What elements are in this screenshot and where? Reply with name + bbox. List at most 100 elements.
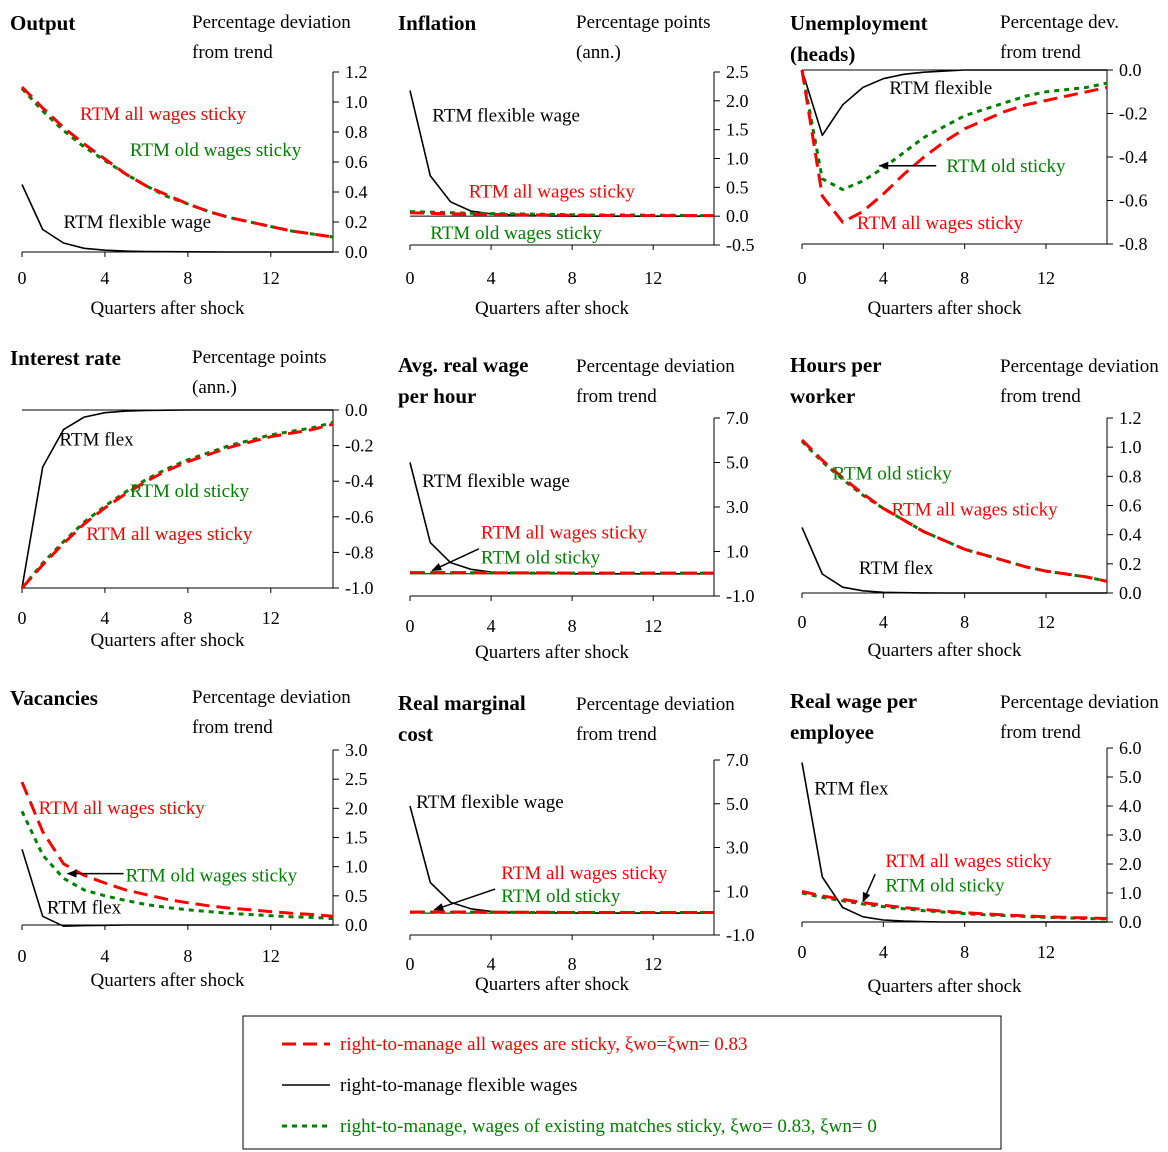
series-line-all bbox=[801, 890, 1108, 920]
x-tick-label: 4 bbox=[487, 954, 496, 974]
x-tick-label: 0 bbox=[798, 942, 807, 962]
annotation-flex: RTM flexible wage bbox=[416, 792, 564, 813]
panel-unit: Percentage deviation bbox=[1000, 692, 1159, 713]
x-tick-label: 4 bbox=[100, 946, 109, 966]
annotation-old: RTM old sticky bbox=[946, 156, 1066, 177]
x-tick-label: 4 bbox=[879, 268, 888, 288]
y-tick-label: 1.0 bbox=[726, 149, 749, 169]
x-tick-label: 0 bbox=[18, 268, 27, 288]
panel-title: Interest rate bbox=[10, 346, 121, 370]
panel-unit: Percentage deviation bbox=[192, 12, 351, 33]
panel-unit: Percentage points bbox=[576, 12, 711, 33]
y-tick-label: 0.6 bbox=[345, 152, 368, 172]
y-tick-label: 6.0 bbox=[1119, 738, 1142, 758]
panel-unit: from trend bbox=[1000, 386, 1081, 407]
x-axis-label: Quarters after shock bbox=[475, 298, 630, 319]
series-line-all bbox=[20, 422, 334, 590]
x-tick-label: 8 bbox=[960, 268, 969, 288]
y-tick-label: 5.0 bbox=[726, 453, 749, 473]
panel-title: Real wage per bbox=[790, 689, 917, 713]
y-tick-label: 4.0 bbox=[1119, 796, 1142, 816]
y-tick-label: 0.8 bbox=[1119, 466, 1142, 486]
x-tick-label: 4 bbox=[100, 268, 109, 288]
panel-2: Unemployment (heads) Percentage dev. from t… bbox=[790, 11, 1148, 319]
panel-title: cost bbox=[398, 722, 433, 746]
panel-title: worker bbox=[790, 384, 855, 408]
x-tick-label: 8 bbox=[960, 612, 969, 632]
panel-4: Avg. real wage per hour Percentage deviati… bbox=[398, 353, 755, 663]
annotation-flex: RTM flex bbox=[814, 778, 889, 799]
x-tick-label: 8 bbox=[568, 954, 577, 974]
panel-title: employee bbox=[790, 720, 874, 744]
panel-unit: from trend bbox=[192, 717, 273, 738]
panel-title: (heads) bbox=[790, 42, 855, 66]
y-tick-label: 7.0 bbox=[726, 408, 749, 428]
series-line-all bbox=[800, 69, 1108, 224]
y-tick-label: 1.0 bbox=[345, 92, 368, 112]
annotation-arrow bbox=[862, 873, 876, 903]
panel-unit: Percentage deviation bbox=[576, 694, 735, 715]
legend-label-flex: right-to-manage flexible wages bbox=[340, 1075, 577, 1096]
x-tick-label: 8 bbox=[183, 946, 192, 966]
y-tick-label: 1.0 bbox=[726, 542, 749, 562]
series-line-flex bbox=[801, 527, 1107, 594]
x-tick-label: 12 bbox=[262, 946, 280, 966]
y-tick-label: 0.0 bbox=[345, 400, 368, 420]
y-tick-label: -0.4 bbox=[345, 471, 374, 491]
annotation-all: RTM all wages sticky bbox=[857, 213, 1024, 234]
panel-unit: (ann.) bbox=[576, 42, 621, 63]
x-axis-label: Quarters after shock bbox=[90, 970, 245, 991]
annotation-flex: RTM flex bbox=[859, 558, 934, 579]
annotation-old: RTM old sticky bbox=[130, 481, 250, 502]
x-tick-label: 8 bbox=[568, 268, 577, 288]
series-line-all bbox=[409, 211, 714, 218]
x-axis-label: Quarters after shock bbox=[475, 974, 630, 995]
series-line-flex bbox=[21, 848, 333, 928]
y-tick-label: 2.0 bbox=[345, 798, 368, 818]
y-tick-label: 3.0 bbox=[726, 838, 749, 858]
x-axis-label: Quarters after shock bbox=[867, 640, 1022, 661]
x-axis-label: Quarters after shock bbox=[475, 642, 630, 663]
annotation-old: RTM old sticky bbox=[481, 548, 601, 569]
annotation-all: RTM all wages sticky bbox=[39, 798, 206, 819]
y-tick-label: 0.0 bbox=[726, 206, 749, 226]
panel-1: Inflation Percentage points (ann.) 0 4 8 12 -0.… bbox=[398, 11, 755, 319]
series-line-all bbox=[20, 85, 334, 239]
x-tick-label: 0 bbox=[18, 608, 27, 628]
x-tick-label: 4 bbox=[879, 612, 888, 632]
annotation-all: RTM all wages sticky bbox=[86, 524, 253, 545]
y-tick-label: 1.2 bbox=[345, 62, 368, 82]
panel-title: Avg. real wage bbox=[398, 353, 528, 377]
x-tick-label: 12 bbox=[262, 608, 280, 628]
panel-8: Real wage per employee Percentage deviatio… bbox=[790, 689, 1159, 997]
annotation-all: RTM all wages sticky bbox=[891, 500, 1058, 521]
x-tick-label: 4 bbox=[100, 608, 109, 628]
annotation-old: RTM old sticky bbox=[501, 886, 621, 907]
panel-3: Interest rate Percentage points (ann.) 0 4 8 1… bbox=[10, 346, 374, 651]
annotation-all: RTM all wages sticky bbox=[80, 104, 247, 125]
panel-5: Hours per worker Percentage deviation from … bbox=[790, 353, 1159, 661]
series-line-all bbox=[410, 571, 714, 575]
annotation-all: RTM all wages sticky bbox=[885, 851, 1052, 872]
annotation-all: RTM all wages sticky bbox=[469, 182, 636, 203]
y-tick-label: -1.0 bbox=[726, 586, 755, 606]
x-tick-label: 8 bbox=[568, 616, 577, 636]
x-tick-label: 8 bbox=[183, 608, 192, 628]
panel-title: Unemployment bbox=[790, 11, 928, 35]
y-tick-label: -0.4 bbox=[1119, 147, 1148, 167]
y-tick-label: 0.0 bbox=[1119, 60, 1142, 80]
panel-title: Hours per bbox=[790, 353, 882, 377]
series-line-old bbox=[801, 891, 1108, 921]
y-tick-label: 0.6 bbox=[1119, 496, 1142, 516]
x-axis-label: Quarters after shock bbox=[90, 298, 245, 319]
y-tick-label: 1.5 bbox=[345, 828, 368, 848]
panel-unit: (ann.) bbox=[192, 377, 237, 398]
y-tick-label: 1.5 bbox=[726, 120, 749, 140]
annotation-flex: RTM flexible wage bbox=[432, 106, 580, 127]
y-tick-label: -0.6 bbox=[345, 507, 374, 527]
series-line-all bbox=[800, 438, 1108, 583]
y-tick-label: 0.0 bbox=[1119, 912, 1142, 932]
x-axis-label: Quarters after shock bbox=[867, 298, 1022, 319]
y-tick-label: -0.8 bbox=[1119, 234, 1148, 254]
